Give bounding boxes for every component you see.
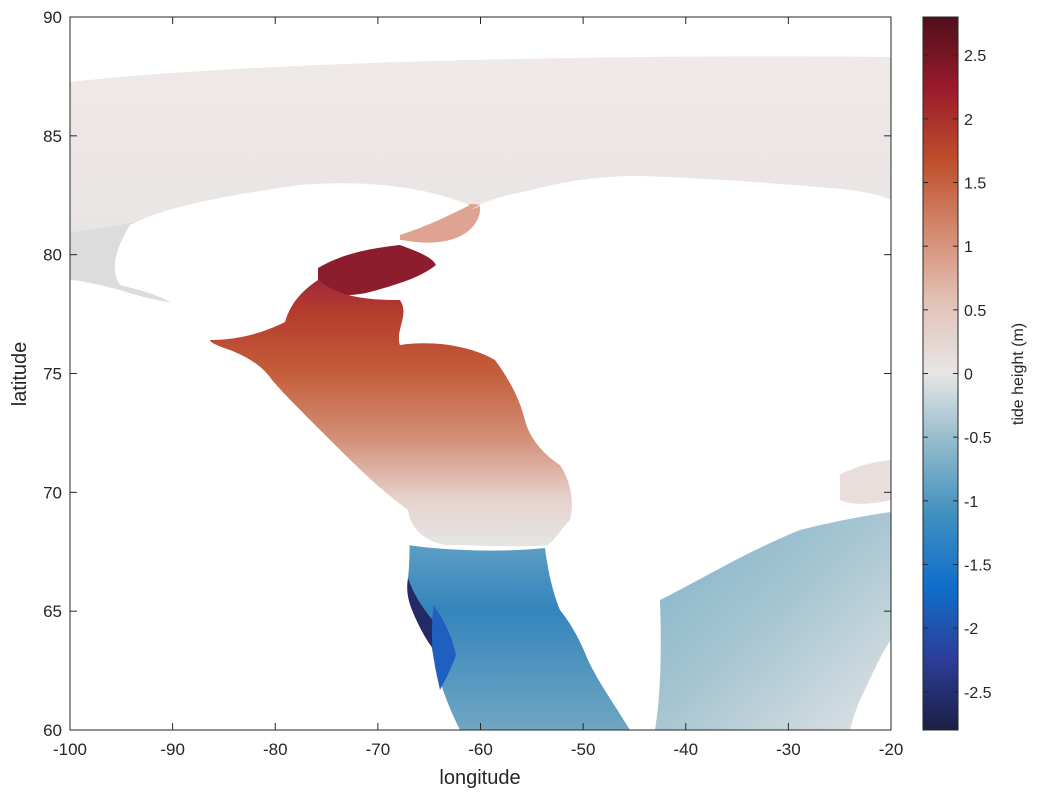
land-masses	[70, 175, 891, 730]
y-tick-label: 80	[43, 246, 62, 265]
x-tick-label: -60	[468, 740, 493, 759]
x-tick-label: -50	[571, 740, 596, 759]
colorbar-tick-label: 0	[964, 367, 973, 384]
colorbar-tick-label: -1	[964, 494, 978, 511]
x-tick-label: -100	[53, 740, 87, 759]
y-tick-label: 75	[43, 365, 62, 384]
arctic-ocean-region	[70, 56, 891, 232]
x-tick-label: -30	[776, 740, 801, 759]
colorbar-tick-label: 2.5	[964, 48, 986, 65]
baffin-island-land	[70, 290, 410, 730]
baffin-bay-region	[210, 280, 572, 547]
colorbar-tick-label: 2	[964, 112, 973, 129]
x-tick-label: -70	[366, 740, 391, 759]
ellesmere-island-land	[114, 183, 470, 340]
x-tick-label: -80	[263, 740, 288, 759]
x-axis-ticks: -100 -90 -80 -70 -60 -50 -40 -30 -20	[53, 17, 903, 759]
x-axis-title: longitude	[439, 767, 520, 789]
irminger-sea-region	[655, 512, 891, 730]
greenland-land	[398, 175, 891, 730]
y-axis-title: latitude	[9, 342, 31, 407]
colorbar-ticks: 2.5 2 1.5 1 0.5 0 -0.5 -1 -1.5 -2 -2.5	[923, 48, 992, 702]
colorbar-title: tide height (m)	[1010, 323, 1027, 425]
labrador-sea-region	[408, 545, 630, 730]
y-tick-label: 60	[43, 721, 62, 740]
colorbar-tick-label: 1	[964, 239, 973, 256]
y-tick-label: 65	[43, 602, 62, 621]
y-tick-label: 90	[43, 8, 62, 27]
colorbar-tick-label: -0.5	[964, 430, 992, 447]
y-tick-label: 70	[43, 483, 62, 502]
labrador-coast-region	[432, 606, 456, 690]
hudson-strait-region	[407, 578, 440, 650]
east-greenland-region	[840, 458, 891, 504]
colorbar-tick-label: 1.5	[964, 176, 986, 193]
colorbar	[922, 16, 959, 731]
nares-strait-region	[400, 204, 481, 243]
x-tick-label: -90	[160, 740, 185, 759]
y-tick-label: 85	[43, 127, 62, 146]
colorbar-tick-label: -2.5	[964, 685, 992, 702]
colorbar-tick-label: -2	[964, 621, 978, 638]
colorbar-tick-label: 0.5	[964, 303, 986, 320]
smith-sound-region	[318, 245, 436, 296]
x-tick-label: -20	[879, 740, 904, 759]
x-tick-label: -40	[673, 740, 698, 759]
colorbar-tick-label: -1.5	[964, 557, 992, 574]
y-axis-ticks: 60 65 70 75 80 85 90	[43, 8, 891, 740]
